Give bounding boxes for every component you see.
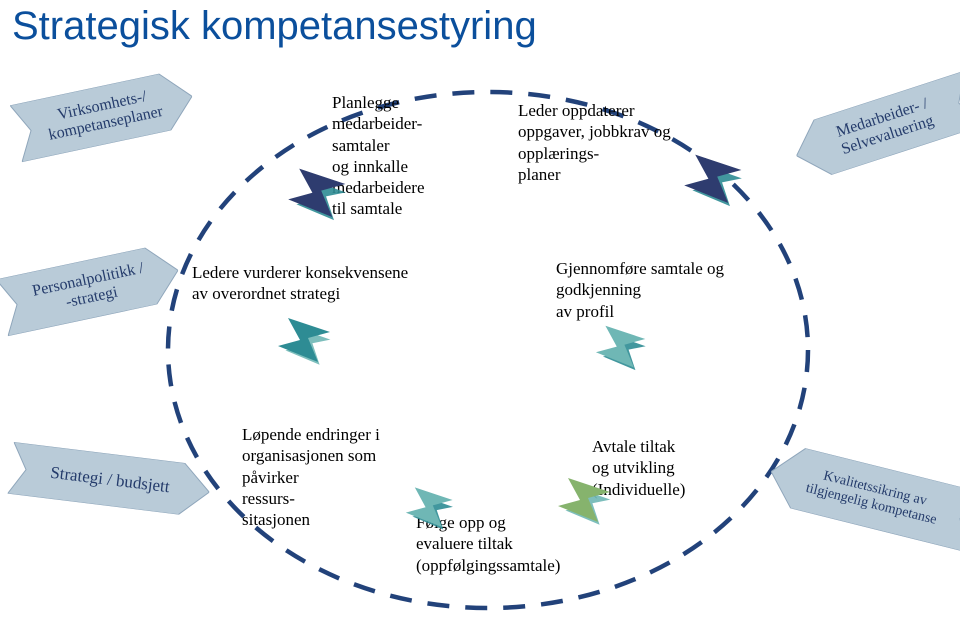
arrow-ledere-v	[276, 312, 336, 377]
arrow-avtale	[556, 472, 616, 537]
cycle-text-ledere-vurderer: Ledere vurderer konsekvensene av overord…	[192, 262, 492, 305]
cycle-text-planlegge: Planlegge medarbeider- samtaler og innka…	[332, 92, 512, 220]
diagram-canvas: { "title": { "text": "Strategisk kompeta…	[0, 0, 960, 619]
arrow-gjennomfore	[594, 320, 651, 382]
cycle-text-gjennomfore: Gjennomføre samtale og godkjenning av pr…	[556, 258, 796, 322]
page-title: Strategisk kompetansestyring	[12, 4, 537, 49]
arrow-planlegge	[286, 162, 352, 233]
cycle-text-avtale-tiltak: Avtale tiltak og utvikling (Individuelle…	[592, 436, 772, 500]
arrow-lopende	[404, 482, 458, 541]
arrow-leder	[682, 148, 748, 219]
